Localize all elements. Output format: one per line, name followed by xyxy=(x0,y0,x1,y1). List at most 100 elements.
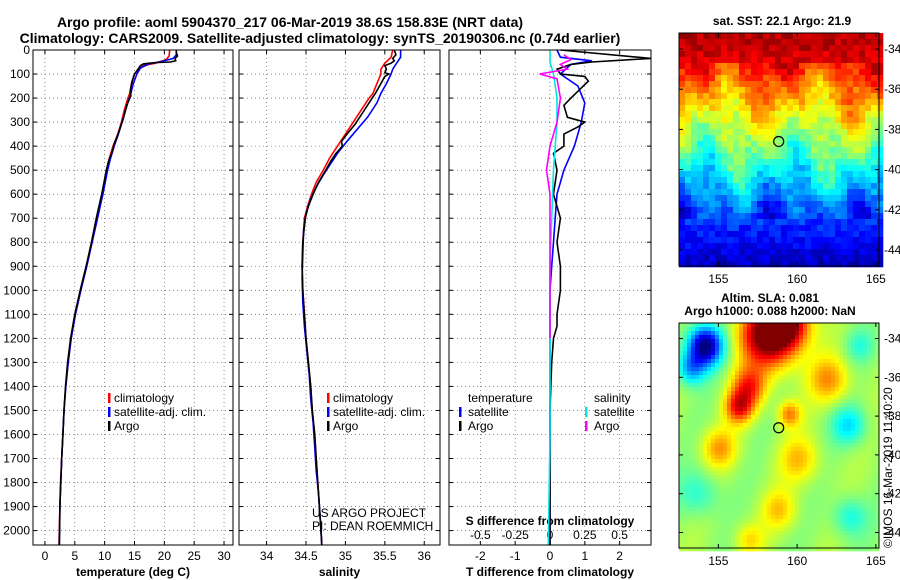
sla-map-cell xyxy=(775,523,780,528)
sst-map-cell xyxy=(799,51,806,58)
sla-map-cell xyxy=(727,371,732,376)
sla-map-cell xyxy=(811,535,816,540)
sla-map-cell xyxy=(743,367,748,372)
sla-map-cell xyxy=(807,495,812,500)
sla-map-cell xyxy=(855,407,860,412)
sla-map-cell xyxy=(863,471,868,476)
sst-map-cell xyxy=(817,69,824,76)
sla-map-cell xyxy=(847,439,852,444)
sla-map-cell xyxy=(791,447,796,452)
sla-map-cell xyxy=(699,547,704,552)
sst-map-cell xyxy=(721,105,728,112)
sla-map-cell xyxy=(739,499,744,504)
sst-map-cell xyxy=(781,45,788,52)
sst-map-cell xyxy=(745,261,752,268)
sla-map-cell xyxy=(755,523,760,528)
sla-map-cell xyxy=(695,483,700,488)
sst-map-cell xyxy=(811,111,818,118)
sst-map-cell xyxy=(787,123,794,130)
sst-map-cell xyxy=(853,93,860,100)
sla-map-cell xyxy=(747,487,752,492)
sla-map-cell xyxy=(743,343,748,348)
sla-map-cell xyxy=(811,523,816,528)
sla-map-cell xyxy=(851,395,856,400)
sla-map-cell xyxy=(819,491,824,496)
sst-map-cell xyxy=(817,129,824,136)
sst-map-cell xyxy=(775,69,782,76)
sla-map-cell xyxy=(687,503,692,508)
sla-map-cell xyxy=(863,343,868,348)
sla-map-cell xyxy=(791,439,796,444)
sst-map-cell xyxy=(847,111,854,118)
sst-map-cell xyxy=(769,159,776,166)
sst-map-cell xyxy=(727,183,734,190)
sst-map-cell xyxy=(757,129,764,136)
sst-map-cell xyxy=(859,243,866,250)
sla-map-cell xyxy=(747,395,752,400)
sst-map-cell xyxy=(715,57,722,64)
sst-map-cell xyxy=(805,225,812,232)
sst-map-cell xyxy=(733,249,740,256)
sla-map-cell xyxy=(695,367,700,372)
sla-map-cell xyxy=(859,347,864,352)
sst-map-cell xyxy=(811,213,818,220)
sst-map-cell xyxy=(793,45,800,52)
sla-map-cell xyxy=(803,495,808,500)
sla-map-cell xyxy=(739,323,744,328)
sla-map-cell xyxy=(859,479,864,484)
sst-map-cell xyxy=(679,123,686,130)
sst-map-cell xyxy=(679,117,686,124)
sla-map-cell xyxy=(799,343,804,348)
sla-map-cell xyxy=(699,471,704,476)
sst-map-cell xyxy=(721,189,728,196)
sla-map-cell xyxy=(699,399,704,404)
sla-map-lat-label: -38 xyxy=(884,409,900,423)
sla-map-cell xyxy=(867,387,872,392)
sla-map-cell xyxy=(679,399,684,404)
sla-map-cell xyxy=(759,499,764,504)
sla-map-cell xyxy=(759,403,764,408)
sla-map-cell xyxy=(767,455,772,460)
sla-map-cell xyxy=(743,359,748,364)
sst-map-cell xyxy=(817,249,824,256)
sst-map-cell xyxy=(841,207,848,214)
sla-map-cell xyxy=(687,347,692,352)
sst-map-cell xyxy=(823,45,830,52)
sla-map-cell xyxy=(823,359,828,364)
sst-map-cell xyxy=(757,177,764,184)
sla-map-cell xyxy=(803,427,808,432)
sla-map-cell xyxy=(843,335,848,340)
sla-map-cell xyxy=(823,507,828,512)
sst-map-cell xyxy=(697,165,704,172)
sst-map-cell xyxy=(787,201,794,208)
sla-map-cell xyxy=(835,463,840,468)
sla-map-cell xyxy=(771,443,776,448)
sla-map-cell xyxy=(755,351,760,356)
sla-map-cell xyxy=(691,411,696,416)
sla-map-cell xyxy=(743,439,748,444)
sst-map-cell xyxy=(775,111,782,118)
sst-map-cell xyxy=(685,39,692,46)
sst-map-cell xyxy=(697,201,704,208)
sla-map-cell xyxy=(835,419,840,424)
sla-map-cell xyxy=(759,331,764,336)
sla-map-cell xyxy=(859,427,864,432)
sla-map-cell xyxy=(699,335,704,340)
sst-map-cell xyxy=(859,39,866,46)
sst-map-cell xyxy=(691,183,698,190)
sla-map-cell xyxy=(763,515,768,520)
sla-map-cell xyxy=(811,455,816,460)
sla-map-cell xyxy=(783,355,788,360)
sla-map-cell xyxy=(699,403,704,408)
sla-map-cell xyxy=(827,387,832,392)
sst-map-cell xyxy=(685,153,692,160)
sla-map-cell xyxy=(683,451,688,456)
sst-map-cell xyxy=(775,87,782,94)
sla-map-cell xyxy=(839,391,844,396)
salinity-x-tick-label: 34 xyxy=(260,549,274,563)
sst-map-cell xyxy=(745,255,752,262)
sst-map-cell xyxy=(877,81,884,88)
sla-map-cell xyxy=(787,451,792,456)
legend-swatch-satellite xyxy=(108,407,111,417)
sla-map-cell xyxy=(875,359,880,364)
